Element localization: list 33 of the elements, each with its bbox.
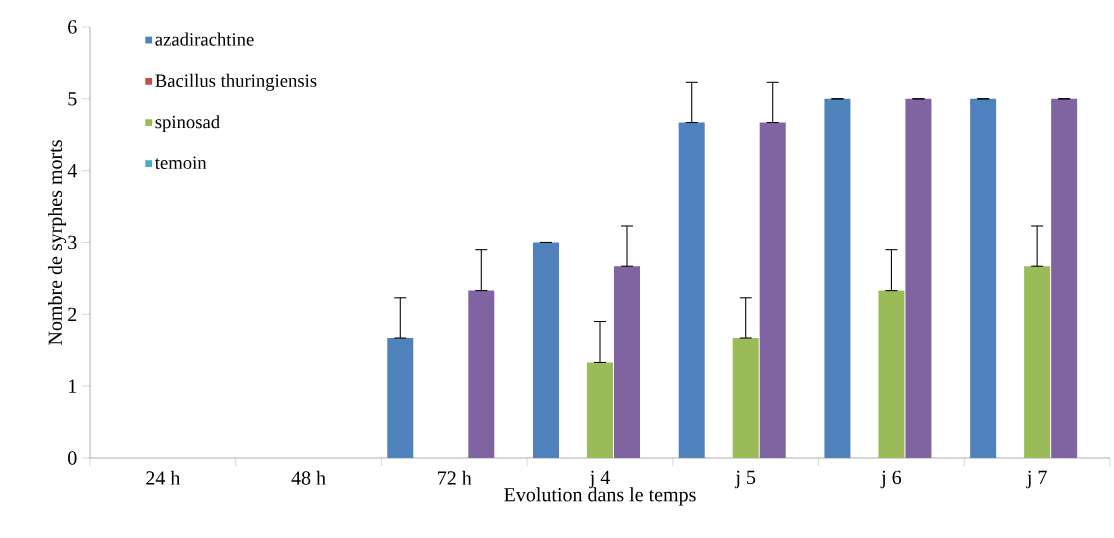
- bar: [970, 98, 997, 458]
- bar: [587, 362, 613, 458]
- bar: [1024, 266, 1051, 458]
- bar: [824, 98, 851, 458]
- bar: [905, 98, 932, 458]
- x-tick-label: 72 h: [438, 470, 472, 485]
- x-tick-label: j 7: [1026, 470, 1047, 489]
- bar: [468, 290, 495, 458]
- x-tick-label: 24 h: [146, 470, 181, 485]
- legend-label: temoin: [154, 156, 207, 169]
- bar: [759, 122, 786, 458]
- legend-label: spinosad: [155, 115, 220, 133]
- bar: [678, 122, 705, 458]
- bar: [533, 242, 559, 458]
- x-tick-label: 48 h: [291, 470, 326, 485]
- bar: [1051, 98, 1078, 458]
- y-tick-label: 1: [69, 379, 77, 393]
- legend-label: Bacillus thuringiensis: [155, 73, 317, 91]
- bar: [387, 338, 414, 458]
- y-tick-label: 0: [68, 451, 77, 465]
- y-tick-label: 6: [68, 20, 77, 34]
- y-tick-label: 2: [68, 307, 77, 321]
- y-axis-title: Nombre de syrphes morts: [47, 140, 67, 345]
- bar: [878, 290, 905, 458]
- x-tick-label: j 5: [734, 470, 756, 489]
- x-axis-title: Evolution dans le temps: [504, 487, 696, 506]
- y-tick-label: 3: [68, 235, 77, 250]
- legend-label: azadirachtine: [155, 32, 254, 46]
- bar: [614, 266, 640, 458]
- y-tick-label: 5: [68, 92, 77, 106]
- y-tick-label: 4: [67, 164, 77, 178]
- x-tick-label: j 6: [880, 470, 902, 489]
- bar: [732, 338, 759, 458]
